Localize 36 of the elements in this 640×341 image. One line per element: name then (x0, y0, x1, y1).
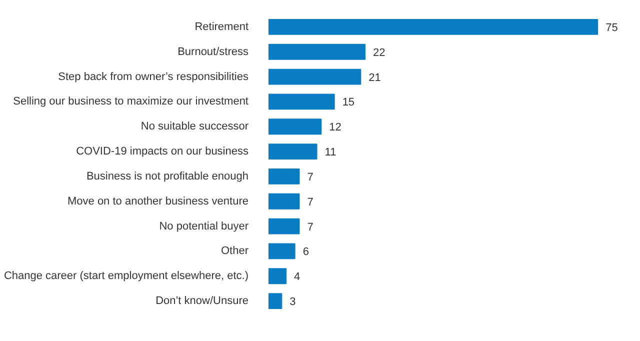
data-label: 7 (307, 171, 314, 184)
y-tick-label: Move on to another business venture (68, 195, 249, 208)
bar (268, 144, 318, 160)
bar (268, 243, 296, 260)
y-tick-label: Step back from owner’s responsibilities (58, 70, 249, 83)
y-tick-label: Change career (start employment elsewhere, etc.) (4, 270, 249, 282)
data-label: 75 (606, 22, 618, 34)
data-label: 12 (329, 122, 342, 134)
bar (268, 293, 282, 310)
y-tick-label: Other (220, 245, 249, 258)
bar (268, 18, 598, 35)
y-tick-label: Selling our business to maximize our investment (13, 96, 249, 108)
bar (268, 118, 322, 135)
data-label: 6 (302, 246, 309, 258)
y-tick-label: Burnout/stress (178, 46, 249, 58)
data-label: 21 (368, 72, 381, 84)
bar (268, 68, 362, 85)
y-tick-label: Business is not profitable enough (86, 170, 249, 182)
data-label: 15 (342, 96, 355, 109)
data-label: 7 (307, 221, 314, 234)
y-tick-label: Retirement (194, 20, 248, 33)
bar (268, 94, 335, 110)
data-label: 3 (290, 296, 296, 308)
y-tick-label: No suitable successor (140, 120, 249, 133)
y-tick-label: COVID-19 impacts on our business (76, 146, 249, 158)
data-label: 22 (373, 46, 386, 59)
data-label: 7 (307, 196, 314, 208)
y-tick-label: No potential buyer (159, 220, 249, 232)
bar (268, 218, 300, 234)
bar (268, 193, 300, 210)
bar (268, 268, 287, 284)
bar (268, 44, 366, 60)
bar (268, 168, 300, 184)
data-label: 4 (294, 271, 300, 284)
y-tick-label: Don’t know/Unsure (156, 295, 249, 308)
data-label: 11 (324, 146, 336, 159)
